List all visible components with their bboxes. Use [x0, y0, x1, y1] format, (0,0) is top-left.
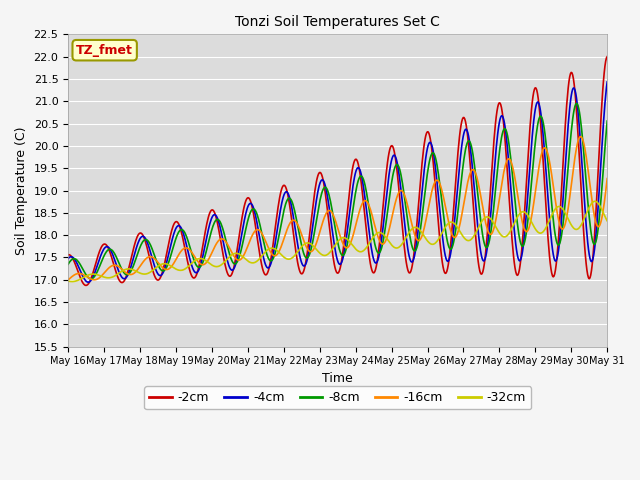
- -32cm: [131, 267, 138, 273]
- X-axis label: Time: Time: [323, 372, 353, 385]
- -4cm: [404, 246, 412, 252]
- -16cm: [74, 271, 82, 276]
- -2cm: [404, 267, 412, 273]
- -16cm: [419, 230, 427, 236]
- -32cm: [604, 218, 611, 224]
- -2cm: [420, 147, 428, 153]
- -8cm: [573, 100, 580, 106]
- -32cm: [75, 277, 83, 283]
- -4cm: [74, 263, 82, 268]
- -8cm: [404, 219, 412, 225]
- -2cm: [604, 54, 611, 60]
- -2cm: [131, 243, 138, 249]
- -4cm: [64, 256, 72, 262]
- -8cm: [87, 276, 95, 282]
- Title: Tonzi Soil Temperatures Set C: Tonzi Soil Temperatures Set C: [236, 15, 440, 29]
- Legend: -2cm, -4cm, -8cm, -16cm, -32cm: -2cm, -4cm, -8cm, -16cm, -32cm: [144, 386, 531, 409]
- -4cm: [214, 215, 221, 221]
- -2cm: [214, 220, 221, 226]
- -4cm: [185, 252, 193, 258]
- -16cm: [184, 246, 192, 252]
- Text: TZ_fmet: TZ_fmet: [76, 44, 133, 57]
- -4cm: [604, 79, 611, 85]
- -32cm: [64, 278, 72, 284]
- -16cm: [577, 134, 585, 140]
- Y-axis label: Soil Temperature (C): Soil Temperature (C): [15, 126, 28, 255]
- -2cm: [185, 264, 193, 270]
- -32cm: [214, 264, 221, 269]
- -2cm: [74, 268, 82, 274]
- -8cm: [74, 258, 82, 264]
- -8cm: [214, 216, 221, 222]
- -32cm: [404, 232, 412, 238]
- Line: -2cm: -2cm: [68, 57, 607, 286]
- -32cm: [420, 232, 428, 238]
- -2cm: [83, 283, 90, 288]
- -32cm: [185, 263, 193, 269]
- -16cm: [604, 176, 611, 181]
- -16cm: [403, 200, 411, 206]
- Line: -4cm: -4cm: [68, 82, 607, 282]
- -4cm: [84, 279, 92, 285]
- -16cm: [129, 271, 137, 276]
- Line: -8cm: -8cm: [68, 103, 607, 279]
- -16cm: [212, 240, 220, 246]
- Line: -32cm: -32cm: [68, 201, 607, 282]
- -32cm: [591, 198, 599, 204]
- -8cm: [420, 202, 428, 207]
- -4cm: [131, 252, 138, 258]
- -2cm: [64, 252, 72, 258]
- -8cm: [64, 261, 72, 267]
- -8cm: [185, 240, 193, 246]
- -16cm: [64, 277, 72, 283]
- -8cm: [131, 261, 138, 267]
- Line: -16cm: -16cm: [68, 137, 607, 280]
- -4cm: [420, 174, 428, 180]
- -8cm: [604, 118, 611, 124]
- -32cm: [68, 279, 76, 285]
